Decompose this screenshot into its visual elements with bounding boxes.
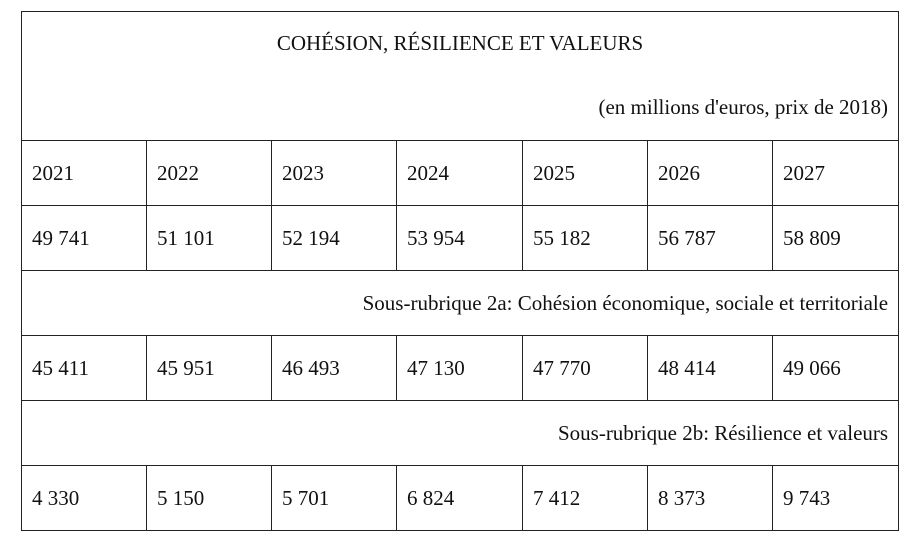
year-cell: 2027 [771, 140, 900, 206]
subheading-2a-cell: 47 770 [522, 335, 648, 401]
subheading-2b-cell: 8 373 [647, 465, 773, 531]
subheading-2b-cell: 9 743 [771, 465, 900, 531]
subheading-2b-cell: 5 150 [146, 465, 272, 531]
subheading-2a-cell: 46 493 [271, 335, 397, 401]
subheading-2b-values-row: 4 330 5 150 5 701 6 824 7 412 8 373 9 74… [21, 465, 900, 531]
subheading-2a-label: Sous-rubrique 2a: Cohésion économique, s… [20, 270, 900, 336]
year-cell: 2023 [271, 140, 397, 206]
unit-note: (en millions d'euros, prix de 2018) [20, 74, 900, 141]
year-cell: 2024 [396, 140, 523, 206]
year-cell: 2025 [522, 140, 648, 206]
subheading-2a-cell: 45 411 [21, 335, 147, 401]
table-title: COHÉSION, RÉSILIENCE ET VALEURS [20, 11, 900, 74]
subheading-2a-cell: 49 066 [771, 335, 900, 401]
total-row: 49 741 51 101 52 194 53 954 55 182 56 78… [21, 205, 900, 271]
subheading-2b-row: Sous-rubrique 2b: Résilience et valeurs [20, 400, 900, 466]
budget-table: COHÉSION, RÉSILIENCE ET VALEURS (en mill… [20, 11, 900, 531]
year-cell: 2021 [21, 140, 147, 206]
total-cell: 51 101 [146, 205, 272, 271]
subheading-2b-cell: 4 330 [21, 465, 147, 531]
subheading-2b-cell: 7 412 [522, 465, 648, 531]
total-cell: 55 182 [522, 205, 648, 271]
subheading-2a-row: Sous-rubrique 2a: Cohésion économique, s… [20, 270, 900, 336]
total-cell: 53 954 [396, 205, 523, 271]
year-cell: 2022 [146, 140, 272, 206]
year-cell: 2026 [647, 140, 773, 206]
subheading-2a-cell: 45 951 [146, 335, 272, 401]
total-cell: 52 194 [271, 205, 397, 271]
title-row: COHÉSION, RÉSILIENCE ET VALEURS [20, 11, 900, 74]
subheading-2a-cell: 47 130 [396, 335, 523, 401]
year-row: 2021 2022 2023 2024 2025 2026 2027 [21, 140, 900, 206]
unit-row: (en millions d'euros, prix de 2018) [20, 74, 900, 141]
total-cell: 56 787 [647, 205, 773, 271]
total-cell: 49 741 [21, 205, 147, 271]
subheading-2b-cell: 6 824 [396, 465, 523, 531]
subheading-2b-cell: 5 701 [271, 465, 397, 531]
subheading-2a-cell: 48 414 [647, 335, 773, 401]
total-cell: 58 809 [771, 205, 900, 271]
subheading-2b-label: Sous-rubrique 2b: Résilience et valeurs [20, 400, 900, 466]
subheading-2a-values-row: 45 411 45 951 46 493 47 130 47 770 48 41… [21, 335, 900, 401]
